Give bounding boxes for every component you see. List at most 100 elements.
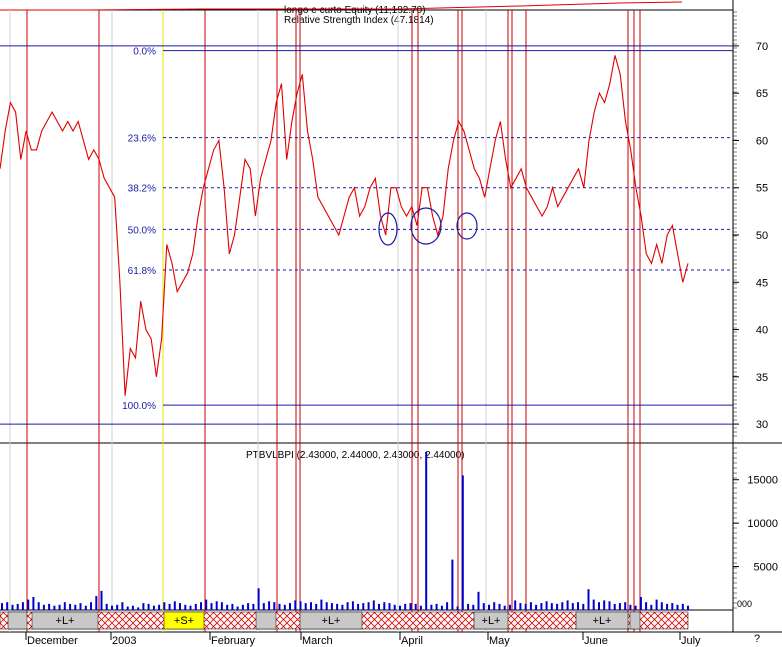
- volume-bar: [304, 603, 307, 610]
- fibonacci-levels: 0.0% 23.6% 38.2% 50.0% 61.8% 100.0%: [0, 45, 733, 425]
- month-label: March: [302, 635, 333, 647]
- volume-bar: [325, 602, 328, 610]
- volume-bar: [414, 603, 417, 610]
- volume-bar: [16, 603, 19, 610]
- volume-bar: [535, 604, 538, 610]
- volume-bar: [111, 605, 113, 610]
- volume-bar: [430, 604, 433, 610]
- volume-bar: [425, 451, 428, 610]
- volume-bar: [215, 601, 218, 610]
- volume-bar: [550, 603, 553, 610]
- volume-bar: [126, 606, 129, 610]
- volume-bar: [231, 603, 234, 610]
- annotation-circle: [378, 212, 398, 246]
- volume-bar: [561, 602, 564, 610]
- volume-bar: [519, 603, 522, 610]
- equity-curve: [0, 1, 683, 11]
- signal-label: +L+: [322, 615, 341, 627]
- volume-bar: [37, 602, 40, 610]
- volume-bar: [629, 604, 632, 610]
- volume-bar: [566, 600, 569, 610]
- rsi-line: [0, 55, 689, 396]
- volume-bar: [21, 602, 24, 610]
- month-label: June: [584, 635, 608, 647]
- volume-bar: [283, 604, 286, 610]
- volume-bar: [346, 602, 349, 610]
- volume-bar: [524, 603, 527, 610]
- long-band: [575, 611, 629, 630]
- fib-level-label: 38.2%: [128, 184, 156, 195]
- signal-label: +L+: [56, 615, 75, 627]
- volume-bar: [577, 602, 579, 610]
- volume-bar: [268, 601, 271, 610]
- month-label: February: [211, 635, 256, 647]
- rsi-y-axis: 30 35 40 45 50 55 60 65 70: [733, 11, 768, 437]
- volume-bar: [509, 604, 511, 610]
- signal-lines: [9, 10, 641, 632]
- volume-bar: [529, 602, 532, 610]
- volume-bar: [681, 603, 684, 610]
- volume-bar: [220, 602, 223, 610]
- volume-bar: [556, 603, 559, 610]
- volume-bar: [6, 602, 9, 610]
- y-tick-label: 70: [756, 41, 768, 53]
- volume-bar: [404, 603, 407, 610]
- volume-bar: [315, 603, 318, 610]
- volume-bar: [645, 602, 648, 610]
- volume-bar: [362, 603, 365, 610]
- chart-subtitle: Relative Strength Index (47.1814): [284, 15, 434, 26]
- volume-bar: [147, 603, 150, 610]
- long-band: [473, 611, 509, 630]
- volume-bar: [121, 602, 124, 610]
- volume-bar: [336, 603, 339, 610]
- volume-bar: [498, 603, 501, 610]
- volume-bar: [440, 605, 443, 610]
- volume-bar: [676, 604, 679, 610]
- volume-bar: [152, 605, 155, 610]
- volume-bar: [294, 600, 297, 610]
- signal-label: +L+: [482, 615, 501, 627]
- signal-strip: +L+ +S+ +L+ +L+ +L+: [0, 611, 689, 630]
- volume-bar: [393, 604, 396, 610]
- y-tick-label: 55: [756, 183, 768, 195]
- volume-bar: [582, 603, 585, 610]
- volume-bar: [388, 603, 391, 610]
- volume-y-tick-label: 5000: [754, 562, 778, 574]
- month-label: July: [681, 635, 701, 647]
- volume-bar: [503, 605, 506, 610]
- volume-bar: [226, 604, 229, 610]
- month-label: April: [401, 635, 423, 647]
- volume-bar: [299, 601, 302, 610]
- volume-bar: [289, 603, 291, 610]
- volume-bar: [409, 603, 412, 610]
- volume-bar: [142, 603, 145, 610]
- volume-bar: [488, 604, 490, 610]
- volume-bar: [320, 599, 323, 610]
- long-band: [255, 611, 277, 630]
- volume-bar: [545, 601, 548, 610]
- volume-bar: [168, 603, 171, 610]
- volume-bar: [514, 600, 517, 610]
- y-tick-label: 60: [756, 135, 768, 147]
- y-tick-label: 40: [756, 325, 768, 337]
- volume-bar: [163, 602, 166, 610]
- y-tick-label: 45: [756, 277, 768, 289]
- volume-bar: [58, 604, 61, 610]
- volume-bar: [330, 603, 333, 610]
- volume-bottom-label: 000: [737, 599, 752, 609]
- annotation-circle: [456, 212, 478, 240]
- volume-bar: [660, 602, 663, 610]
- volume-y-tick-label: 10000: [747, 518, 778, 530]
- volume-bar: [100, 590, 103, 610]
- volume-bar: [666, 603, 669, 610]
- volume-bar: [252, 603, 255, 610]
- volume-bar: [357, 603, 360, 610]
- volume-bar: [74, 604, 77, 610]
- volume-bar: [613, 603, 616, 610]
- month-label: 2003: [112, 635, 136, 647]
- volume-bar: [482, 603, 485, 610]
- volume-title: PTBVLBPI (2.43000, 2.44000, 2.43000, 2.4…: [246, 450, 465, 461]
- volume-bar: [241, 604, 244, 610]
- volume-bar: [32, 597, 35, 610]
